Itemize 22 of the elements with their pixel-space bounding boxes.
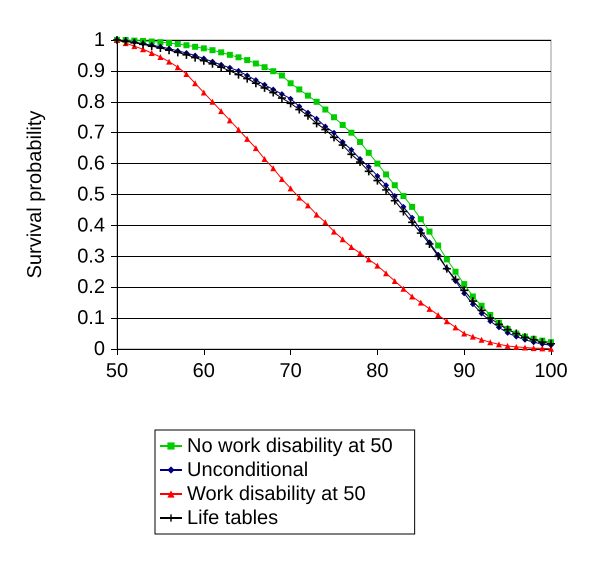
legend-label: Life tables — [187, 507, 278, 529]
y-tick-label: 0.5 — [77, 184, 105, 206]
y-axis-title: Survival probability — [24, 110, 46, 278]
x-tick-label: 80 — [366, 360, 389, 382]
x-tick-label: 60 — [192, 360, 215, 382]
x-tick-label: 70 — [279, 360, 302, 382]
y-tick-label: 0.2 — [77, 276, 105, 298]
y-tick-label: 0.3 — [77, 245, 105, 268]
x-tick-label: 50 — [106, 360, 128, 382]
y-tick-label: 0.7 — [77, 122, 105, 144]
y-tick-label: 0.6 — [77, 152, 105, 175]
x-tick-label: 90 — [453, 360, 476, 382]
y-tick-label: 0.1 — [77, 307, 105, 330]
legend-label: Work disability at 50 — [187, 483, 366, 505]
y-tick-label: 1 — [94, 29, 105, 51]
legend-label: Unconditional — [187, 459, 308, 481]
y-tick-label: 0.4 — [77, 214, 105, 236]
y-tick-label: 0 — [94, 338, 105, 360]
legend-label: No work disability at 50 — [187, 435, 393, 457]
y-tick-label: 0.9 — [77, 60, 105, 82]
x-tick-label: 100 — [534, 360, 568, 382]
y-tick-label: 0.8 — [77, 90, 105, 113]
